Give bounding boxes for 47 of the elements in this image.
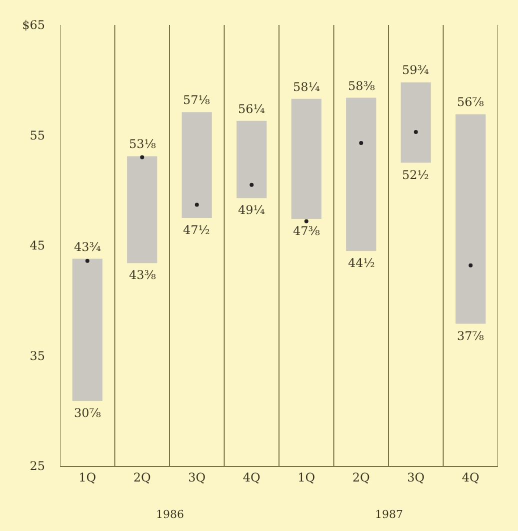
point: [359, 140, 364, 145]
annotation: 43⅜: [129, 268, 156, 282]
bar: [346, 98, 376, 252]
y-tick-label: 55: [30, 128, 45, 142]
y-tick-label: 25: [30, 459, 45, 474]
bar: [72, 258, 102, 401]
annotation: 37⅞: [457, 329, 484, 343]
point: [194, 202, 199, 207]
bar: [291, 98, 322, 220]
annotation: 56¼: [238, 102, 266, 116]
x-tick-label: 4Q: [242, 470, 261, 484]
x-tick-label: 2Q: [133, 470, 152, 484]
y-tick-label: $65: [22, 18, 45, 32]
bar: [236, 120, 267, 198]
annotation: 57⅛: [183, 93, 210, 107]
x-tick-label: 3Q: [188, 470, 206, 484]
text: 1987: [375, 508, 403, 521]
x-tick-label: 1Q: [298, 470, 316, 484]
annotation: 47½: [183, 223, 210, 237]
x-tick-label: 1Q: [78, 470, 96, 484]
annotation: 43¾: [74, 240, 102, 254]
x-tick-label: 4Q: [462, 470, 480, 484]
annotation: 47⅜: [293, 224, 320, 238]
annotation: 44½: [348, 256, 375, 270]
point: [414, 130, 418, 134]
point: [468, 263, 473, 268]
bar: [182, 112, 212, 218]
bar: [400, 82, 431, 163]
bar: [127, 156, 158, 264]
annotation: 58¼: [293, 80, 320, 94]
text: 1986: [156, 508, 184, 521]
annotation: 53⅛: [129, 137, 156, 151]
annotation: 59¾: [402, 63, 430, 77]
bar: [456, 114, 486, 324]
point: [140, 155, 144, 160]
point: [304, 219, 308, 224]
point: [85, 258, 90, 263]
annotation: 49¼: [238, 203, 266, 217]
point: [250, 182, 254, 187]
y-tick-label: 45: [30, 238, 45, 253]
annotation: 30⅞: [74, 406, 102, 420]
y-tick-label: 35: [30, 348, 45, 363]
annotation: 52½: [402, 168, 429, 182]
annotation: 56⅞: [457, 95, 484, 109]
x-tick-label: 2Q: [352, 470, 370, 484]
annotation: 58⅜: [348, 79, 376, 93]
x-tick-label: 3Q: [407, 470, 425, 484]
